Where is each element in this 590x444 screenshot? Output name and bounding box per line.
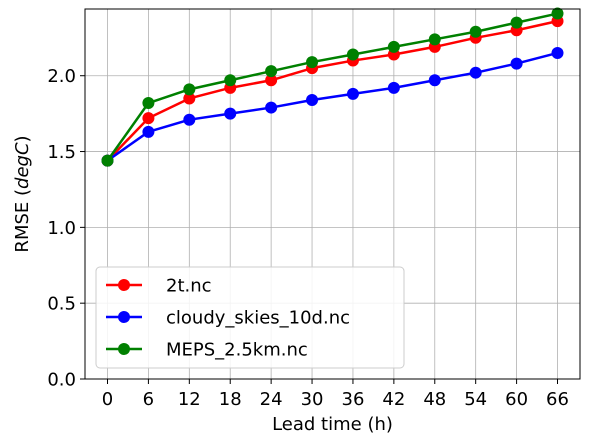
data-point — [142, 112, 155, 125]
x-tick-label: 36 — [342, 389, 365, 410]
data-point — [510, 16, 523, 29]
series-line-2 — [106, 12, 558, 162]
y-tick-label: 1.0 — [47, 218, 76, 239]
data-point — [551, 46, 564, 59]
series-lines — [101, 7, 564, 167]
data-point — [265, 65, 278, 78]
plot-frame — [84, 8, 581, 380]
x-tick-label: 6 — [143, 389, 154, 410]
y-axis-title-unit: degC — [12, 142, 33, 189]
x-tick-label: 24 — [260, 389, 283, 410]
x-tick-label: 60 — [505, 389, 528, 410]
y-tick-label: 1.5 — [47, 142, 76, 163]
y-tick-label: 0.0 — [47, 370, 76, 391]
data-point — [306, 93, 319, 106]
legend-label: 2t.nc — [166, 276, 212, 297]
series-line-1 — [106, 51, 558, 162]
x-tick-label: 66 — [546, 389, 569, 410]
x-tick-label: 42 — [382, 389, 405, 410]
legend-swatch-marker — [118, 311, 130, 323]
data-point — [265, 74, 278, 87]
y-axis-title-prefix: RMSE ( — [12, 189, 33, 253]
data-point — [551, 7, 564, 20]
data-point — [387, 40, 400, 53]
x-tick-label: 0 — [102, 389, 113, 410]
data-point — [346, 48, 359, 61]
series-line-0 — [106, 19, 558, 162]
legend-box — [95, 266, 405, 369]
data-point — [510, 57, 523, 70]
legend-swatch-marker — [118, 343, 130, 355]
legend: 2t.nc cloudy_skies_10d.nc MEPS_2.5km.nc — [95, 266, 405, 369]
legend-label: MEPS_2.5km.nc — [166, 340, 308, 361]
data-point — [387, 81, 400, 94]
data-point — [101, 154, 114, 167]
y-tick-label: 2.0 — [47, 66, 76, 87]
data-point — [265, 101, 278, 114]
data-point — [224, 74, 237, 87]
x-tick-label: 12 — [178, 389, 201, 410]
x-axis-title: Lead time (h) — [272, 414, 393, 435]
data-point — [469, 66, 482, 79]
data-point — [469, 25, 482, 38]
data-point — [346, 87, 359, 100]
x-tick-label: 54 — [464, 389, 487, 410]
legend-swatch-marker — [118, 279, 130, 291]
y-tick-label: 0.5 — [47, 294, 76, 315]
y-axis-title-suffix: ) — [12, 135, 33, 142]
data-point — [142, 97, 155, 110]
data-point — [183, 113, 196, 126]
x-tick-label: 48 — [423, 389, 446, 410]
data-point — [142, 125, 155, 138]
data-point — [224, 107, 237, 120]
x-tick-label: 18 — [219, 389, 242, 410]
y-axis-title: RMSE (degC) — [12, 135, 33, 252]
legend-label: cloudy_skies_10d.nc — [166, 308, 350, 329]
axis-ticks: 0 6 12 18 24 30 36 42 48 54 60 66 0.0 0.5 1.0 1.5 2.0 — [47, 66, 569, 410]
data-point — [306, 56, 319, 69]
data-point — [183, 83, 196, 96]
data-point — [183, 92, 196, 105]
data-point — [428, 74, 441, 87]
data-point — [428, 33, 441, 46]
x-tick-label: 30 — [301, 389, 324, 410]
